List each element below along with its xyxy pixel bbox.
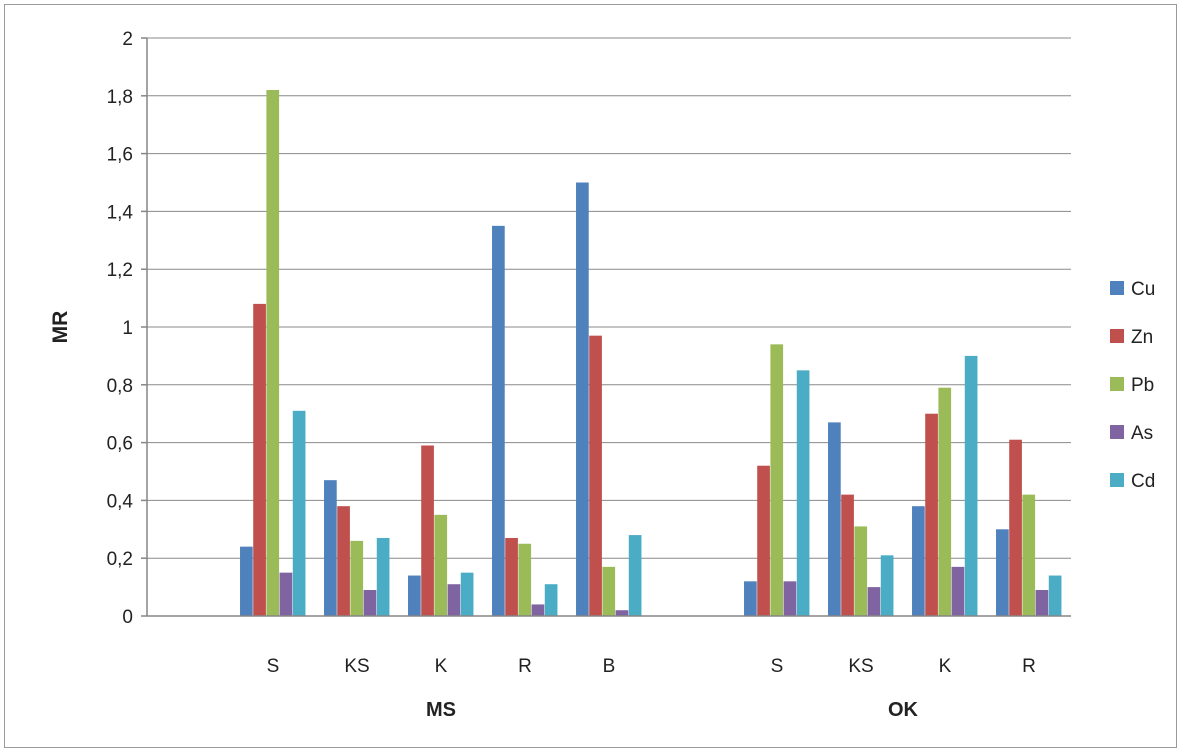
y-tick-label: 1 [122,318,133,339]
y-tick-label: 1,8 [107,87,133,108]
bar-cd [292,410,306,616]
bar-cu [408,575,421,616]
bar-cd [880,555,894,616]
x-axis-groups: MS OK [426,699,919,721]
y-axis-ticks: 0 0,2 0,4 0,6 0,8 1 1,2 1,4 1,6 1,8 2 [107,29,147,628]
legend-label: Cd [1131,471,1155,492]
chart-frame: 0 0,2 0,4 0,6 0,8 1 1,2 1,4 1,6 1,8 2 S KS K R B S KS K R … [4,4,1177,748]
bar-zn [1009,439,1022,616]
bar-as [615,610,629,616]
legend-swatch-cd [1110,473,1124,487]
bar-pb [518,543,532,616]
legend-swatch-cu [1110,281,1124,295]
bar-cu [576,182,589,616]
bar-pb [770,344,784,616]
y-tick-label: 1,2 [107,260,133,281]
bar-cd [1048,575,1062,616]
bar-as [1035,589,1049,616]
legend-label: As [1131,423,1153,444]
bar-cu [324,480,337,616]
bar-as [279,572,293,616]
bar-as [783,581,797,616]
bar-as [951,566,965,616]
x-category-label: KS [848,656,873,677]
bar-zn [757,465,770,616]
bar-zn [925,413,938,616]
x-group-label: MS [426,699,456,721]
x-category-label: S [771,656,784,677]
bar-zn [337,506,350,616]
y-tick-label: 2 [122,29,133,50]
x-axis-categories: S KS K R B S KS K R [267,656,1036,677]
y-tick-label: 0,2 [107,549,133,570]
y-tick-label: 0,4 [107,491,134,512]
bar-cu [996,529,1009,616]
legend-label: Zn [1131,327,1153,348]
x-category-label: R [518,656,532,677]
bar-zn [253,303,266,616]
bar-zn [841,494,854,616]
y-tick-label: 0 [122,607,133,628]
bar-pb [350,540,364,616]
legend: Cu Zn Pb As Cd [1110,279,1155,492]
y-axis-title: MR [49,311,72,344]
bar-cd [376,537,390,616]
bar-zn [589,335,602,616]
x-category-label: KS [344,656,369,677]
x-category-label: R [1022,656,1036,677]
x-category-label: S [267,656,280,677]
bar-cd [628,535,642,616]
y-tick-label: 1,4 [107,202,134,223]
bar-pb [602,566,616,616]
bar-cu [240,546,253,616]
bar-pb [266,90,280,616]
bar-pb [938,387,952,616]
bar-cd [796,370,810,616]
bar-cd [460,572,474,616]
x-category-label: B [603,656,616,677]
bars [240,90,1062,616]
bar-cu [912,506,925,616]
bar-cu [744,581,757,616]
bar-cu [828,422,841,616]
y-tick-label: 1,6 [107,145,133,166]
bar-cu [492,225,505,616]
bar-pb [854,526,868,616]
bar-as [867,587,881,616]
x-group-label: OK [888,699,919,721]
bar-zn [505,537,518,616]
bar-pb [1022,494,1036,616]
legend-swatch-pb [1110,377,1124,391]
legend-swatch-zn [1110,329,1124,343]
legend-label: Cu [1131,279,1155,300]
bar-zn [421,445,434,616]
x-category-label: K [939,656,952,677]
bar-cd [964,355,978,616]
y-tick-label: 0,6 [107,434,133,455]
bar-pb [434,514,448,616]
bar-cd [544,584,558,616]
bar-chart: 00,20,40,60,811,21,41,61,82 S KS K R B S KS K R … [49,29,1155,721]
bar-as [363,589,377,616]
x-category-label: K [435,656,448,677]
bar-as [447,584,461,616]
legend-swatch-as [1110,425,1124,439]
y-tick-label: 0,8 [107,376,133,397]
bar-as [531,604,545,616]
legend-label: Pb [1131,375,1154,396]
